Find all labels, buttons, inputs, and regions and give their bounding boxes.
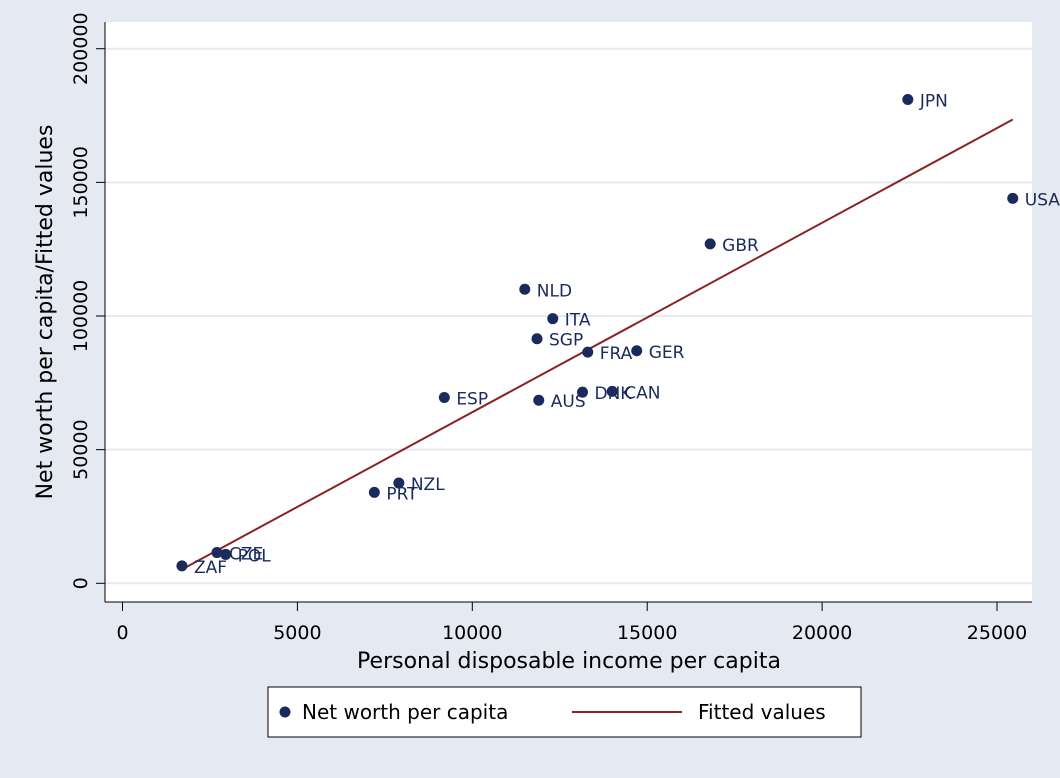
- point-ger: [631, 345, 643, 357]
- point-label-can: CAN: [624, 383, 660, 403]
- fitted-line: [181, 118, 1014, 571]
- plot-area: [105, 22, 1032, 602]
- point-label-aus: AUS: [551, 392, 586, 412]
- x-tick-label: 15000: [617, 622, 677, 644]
- point-zaf: [176, 560, 188, 572]
- point-gbr: [704, 238, 716, 250]
- legend-box: [267, 686, 862, 738]
- point-label-usa: USA: [1025, 190, 1060, 210]
- point-esp: [438, 392, 450, 404]
- point-cze: [211, 547, 223, 559]
- point-pol: [220, 548, 232, 560]
- point-label-dnk: DNK: [594, 384, 632, 404]
- axes-layer: 0 50000 100000 150000 200000 0 5000 10000 15000 2…: [70, 12, 1032, 644]
- legend-label-net-worth: Net worth per capita: [302, 700, 508, 724]
- point-jpn: [902, 94, 914, 106]
- point-label-gbr: GBR: [722, 236, 759, 256]
- point-label-nld: NLD: [537, 281, 572, 301]
- x-tick-label: 0: [116, 622, 128, 644]
- point-label-sgp: SGP: [549, 331, 583, 351]
- point-prt: [368, 486, 380, 498]
- point-label-ita: ITA: [565, 311, 591, 331]
- point-aus: [533, 394, 545, 406]
- legend-marker-net-worth: [279, 706, 291, 718]
- point-label-pol: POL: [238, 546, 272, 566]
- y-tick-label: 150000: [70, 146, 92, 219]
- x-axis-title: Personal disposable income per capita: [357, 649, 781, 674]
- x-tick-label: 10000: [442, 622, 502, 644]
- point-label-fra: FRA: [600, 344, 633, 364]
- y-axis-title: Net worth per capita/Fitted values: [33, 125, 58, 500]
- y-tick-label: 0: [70, 577, 92, 589]
- point-label-zaf: ZAF: [194, 558, 227, 578]
- point-label-prt: PRT: [386, 484, 418, 504]
- point-usa: [1007, 192, 1019, 204]
- point-nzl: [393, 477, 405, 489]
- x-tick-label: 20000: [792, 622, 852, 644]
- point-label-cze: CZE: [229, 545, 263, 565]
- point-fra: [582, 346, 594, 358]
- point-label-esp: ESP: [456, 390, 488, 410]
- point-ita: [547, 313, 559, 325]
- point-can: [606, 385, 618, 397]
- legend-label-fitted: Fitted values: [698, 700, 826, 724]
- point-nld: [519, 283, 531, 295]
- y-tick-label: 100000: [70, 280, 92, 353]
- x-tick-label: 5000: [273, 622, 321, 644]
- x-tick-label: 25000: [967, 622, 1027, 644]
- grid-layer: [105, 47, 1032, 585]
- point-dnk: [576, 386, 588, 398]
- y-tick-label: 200000: [70, 12, 92, 85]
- points-layer: [176, 94, 1019, 572]
- point-label-jpn: JPN: [919, 92, 948, 112]
- y-tick-label: 50000: [70, 419, 92, 479]
- fit-layer: [181, 118, 1014, 571]
- legend: Net worth per capita Fitted values: [267, 686, 862, 738]
- point-label-nzl: NZL: [411, 475, 445, 495]
- point-label-ger: GER: [649, 343, 685, 363]
- point-sgp: [531, 333, 543, 345]
